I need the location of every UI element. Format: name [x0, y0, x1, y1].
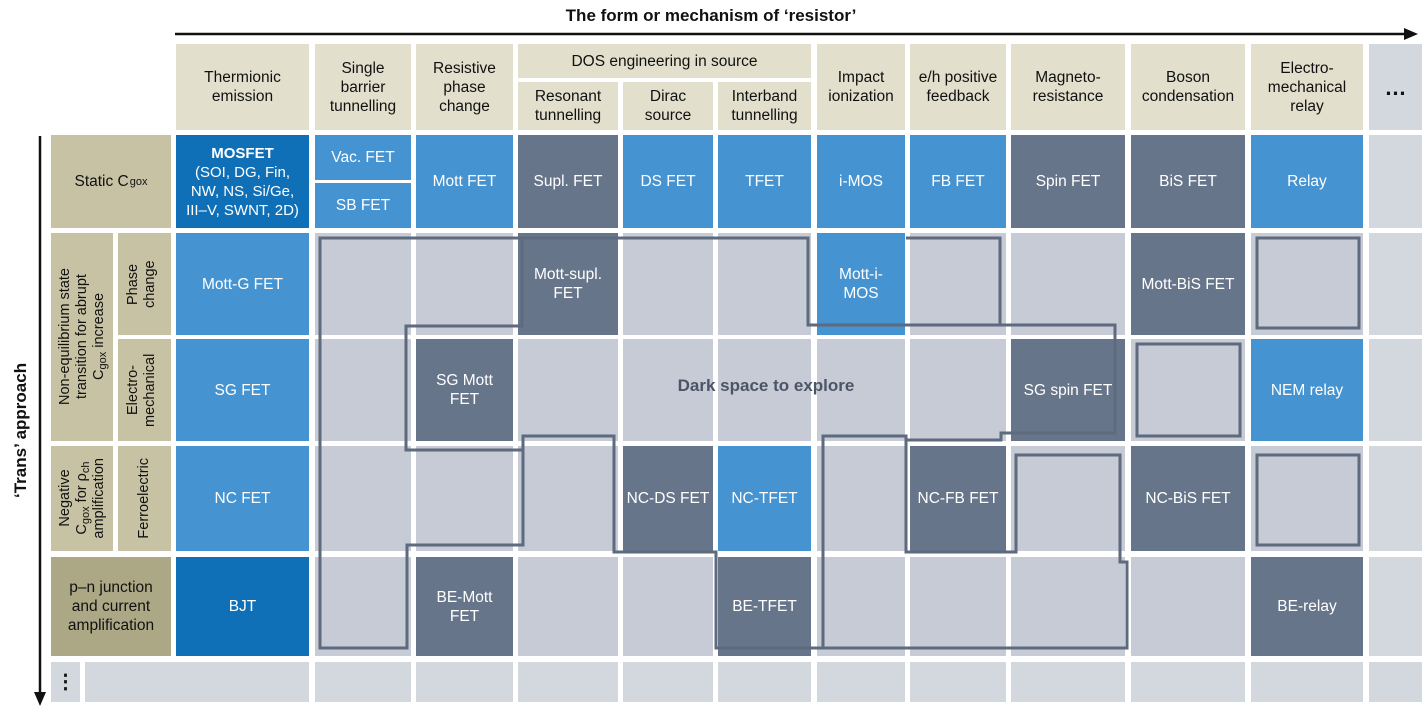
col-header-eh: e/h positive feedback: [910, 44, 1006, 130]
col-header-dos-group: DOS engineering in source: [518, 44, 811, 78]
col-header-resonant: Resonant tunnelling: [518, 82, 618, 130]
col-header-resistive-phase: Resistive phase change: [416, 44, 513, 130]
left-axis-arrow: [34, 136, 46, 706]
row-subheader-electro-mechanical: Electro-mechanical: [118, 339, 171, 441]
mosfet-title: MOSFET: [211, 144, 274, 162]
cell-mott-fet: Mott FET: [416, 135, 513, 228]
cell-imos: i-MOS: [817, 135, 905, 228]
col-header-more: …: [1369, 44, 1422, 130]
cell-sg-mott-fet: SG Mott FET: [416, 339, 513, 441]
cell-mott-g-fet: Mott-G FET: [176, 233, 309, 335]
neg-line3: amplification: [90, 458, 107, 539]
dark-space-label: Dark space to explore: [677, 376, 855, 395]
cell-be-mott-fet: BE-Mott FET: [416, 557, 513, 656]
cell-sg-spin-fet: SG spin FET: [1011, 339, 1125, 441]
row-header-nonequilibrium: Non-equilibrium state transition for abr…: [51, 233, 113, 441]
noneq-line1: Non-equilibrium state: [56, 268, 73, 406]
cell-mott-bis-fet: Mott-BiS FET: [1131, 233, 1245, 335]
cell-mott-i-mos: Mott-i-MOS: [817, 233, 905, 335]
row-subheader-ferroelectric: Ferroelectric: [118, 446, 171, 551]
cell-bjt: BJT: [176, 557, 309, 656]
cell-be-relay: BE-relay: [1251, 557, 1363, 656]
cell-fb-fet: FB FET: [910, 135, 1006, 228]
col-header-interband: Interband tunnelling: [718, 82, 811, 130]
noneq-line3: Cgox increase: [90, 293, 109, 381]
cell-supl-fet: Supl. FET: [518, 135, 618, 228]
neg-line2: Cgox for ρch: [73, 461, 92, 536]
cell-mosfet: MOSFET (SOI, DG, Fin, NW, NS, Si/Ge, III…: [176, 135, 309, 228]
cell-tfet: TFET: [718, 135, 811, 228]
row-subheader-phase-change: Phase change: [118, 233, 171, 335]
top-axis-title: The form or mechanism of ‘resistor’: [565, 6, 857, 25]
cell-bis-fet: BiS FET: [1131, 135, 1245, 228]
cell-nc-ds-fet: NC-DS FET: [623, 446, 713, 551]
cell-spin-fet: Spin FET: [1011, 135, 1125, 228]
col-header-impact: Impact ionization: [817, 44, 905, 130]
left-axis-title: ‘Trans’ approach: [11, 362, 30, 498]
cell-sg-fet: SG FET: [176, 339, 309, 441]
mosfet-detail: (SOI, DG, Fin, NW, NS, Si/Ge, III–V, SWN…: [186, 163, 299, 219]
noneq-line2: transition for abrupt: [73, 274, 90, 400]
col-header-magneto: Magneto-resistance: [1011, 44, 1125, 130]
col-header-dirac: Dirac source: [623, 82, 713, 130]
col-header-single-barrier: Single barrier tunnelling: [315, 44, 411, 130]
cell-nc-tfet: NC-TFET: [718, 446, 811, 551]
row-header-static-label: Static C: [74, 173, 129, 190]
cell-mott-supl-fet: Mott-supl. FET: [518, 233, 618, 335]
cell-nc-fb-fet: NC-FB FET: [910, 446, 1006, 551]
cell-nc-bis-fet: NC-BiS FET: [1131, 446, 1245, 551]
neg-line1: Negative: [56, 469, 73, 528]
cell-be-tfet: BE-TFET: [718, 557, 811, 656]
top-axis-arrow: [175, 28, 1418, 40]
cell-ds-fet: DS FET: [623, 135, 713, 228]
col-header-thermionic: Thermionic emission: [176, 44, 309, 130]
cell-vac-fet: Vac. FET: [315, 135, 411, 180]
cell-sb-fet: SB FET: [315, 183, 411, 228]
cell-nem-relay: NEM relay: [1251, 339, 1363, 441]
cell-nc-fet: NC FET: [176, 446, 309, 551]
col-header-electromech: Electro-mechanical relay: [1251, 44, 1363, 130]
cell-relay: Relay: [1251, 135, 1363, 228]
row-header-negative: Negative Cgox for ρch amplification: [51, 446, 113, 551]
row-header-pn-junction: p–n junction and current amplification: [51, 557, 171, 656]
col-header-boson: Boson condensation: [1131, 44, 1245, 130]
row-header-more: ⋮: [51, 662, 80, 702]
